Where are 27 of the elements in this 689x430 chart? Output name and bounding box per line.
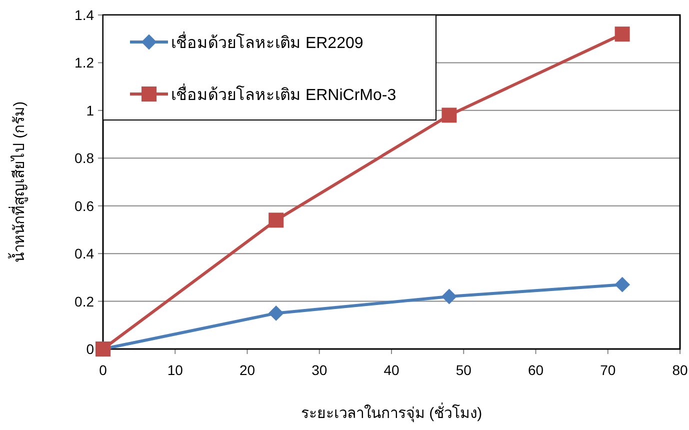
point	[442, 108, 457, 123]
x-tick-label: 40	[384, 362, 400, 378]
x-tick-label: 70	[600, 362, 616, 378]
y-tick-label: 0.8	[74, 150, 94, 166]
point	[268, 306, 284, 321]
point	[614, 26, 630, 42]
x-tick-label: 10	[167, 362, 184, 378]
legend-label: เชื่อมด้วยโลหะเติม ERNiCrMo-3	[171, 83, 396, 104]
legend-label: เชื่อมด้วยโลหะเติม ER2209	[171, 31, 364, 52]
x-tick-label: 20	[239, 362, 256, 378]
y-tick-label: 0	[86, 341, 94, 357]
point	[614, 277, 630, 292]
x-tick-label: 0	[99, 362, 108, 378]
y-tick-label: 0.4	[74, 246, 94, 262]
x-tick-label: 50	[456, 362, 472, 378]
x-tick-label: 80	[672, 362, 688, 378]
x-tick-label: 60	[528, 362, 544, 378]
x-tick-label: 30	[312, 362, 328, 378]
point	[268, 212, 284, 228]
y-tick-label: 1.4	[74, 7, 94, 23]
y-tick-label: 0.2	[74, 293, 94, 310]
y-axis-title: น้ำหนักที่สูญเสียไป (กรัม)	[8, 101, 28, 263]
y-tick-label: 1.2	[74, 54, 94, 71]
point	[442, 289, 457, 304]
x-axis-title: ระยะเวลาในการจุ่ม (ชั่วโมง)	[300, 402, 482, 423]
y-tick-label: 0.6	[74, 198, 94, 214]
y-tick-label: 1	[86, 102, 94, 118]
